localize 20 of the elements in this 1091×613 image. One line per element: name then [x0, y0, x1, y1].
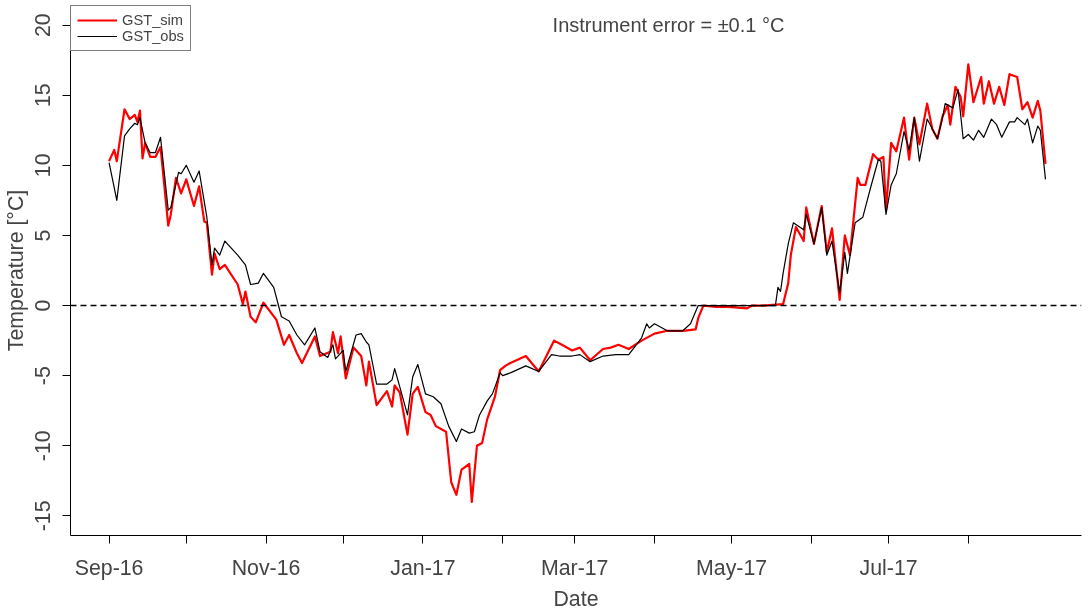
y-tick-label: 15	[31, 83, 56, 108]
y-tick-label: -5	[31, 366, 56, 386]
x-tick-label: May-17	[696, 555, 768, 580]
x-axis-title: Date	[553, 586, 599, 611]
y-tick-label: 0	[31, 299, 56, 312]
y-tick-label: -15	[31, 500, 56, 532]
y-tick-label: -10	[31, 430, 56, 462]
y-tick-label: 10	[31, 153, 56, 178]
annotation: Instrument error = ±0.1 °C	[552, 13, 785, 36]
x-tick-label: Jul-17	[859, 555, 918, 580]
y-tick-label: 5	[31, 229, 56, 242]
x-tick-label: Nov-16	[231, 555, 301, 580]
x-tick-label: Sep-16	[74, 555, 144, 580]
legend-label: GST_obs	[122, 28, 184, 44]
x-tick-label: Mar-17	[540, 555, 609, 580]
x-tick-label: Jan-17	[390, 555, 456, 580]
y-tick-label: 20	[31, 13, 56, 37]
line-series	[107, 63, 1047, 503]
y-axis-title: Temperature [°C]	[3, 189, 28, 352]
legend-label: GST_sim	[122, 12, 184, 28]
